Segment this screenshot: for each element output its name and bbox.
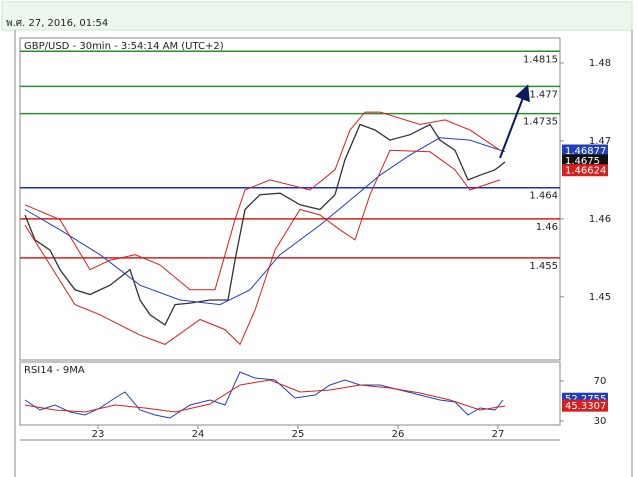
trend-arrow — [499, 84, 530, 159]
level-label: 1.4815 — [523, 54, 558, 65]
x-tick-label: 23 — [92, 429, 105, 440]
y-tick-label: 1.45 — [589, 292, 611, 303]
level-label: 1.477 — [529, 89, 558, 100]
y-tick-label: 1.48 — [589, 58, 611, 69]
chart-title: GBP/USD - 30min - 3:54:14 AM (UTC+2) — [24, 41, 224, 52]
header-bar — [1, 1, 633, 31]
price-label: 1.4675 — [565, 156, 600, 167]
level-label: 1.46 — [536, 222, 558, 233]
series-line — [24, 137, 506, 306]
y-tick-label: 70 — [594, 376, 607, 387]
x-tick-label: 24 — [192, 429, 205, 440]
x-tick-label: 26 — [392, 429, 405, 440]
level-label: 1.464 — [529, 191, 558, 202]
price-label: 45.3307 — [565, 401, 606, 412]
y-tick-label: 30 — [594, 416, 607, 427]
timestamp: พ.ศ. 27, 2016, 01:54 — [6, 18, 108, 29]
x-tick-label: 27 — [492, 429, 505, 440]
price-label-box — [562, 144, 608, 157]
level-label: 1.455 — [529, 261, 558, 272]
series-line — [24, 379, 506, 413]
level-label: 1.4735 — [523, 117, 558, 128]
price-label-box — [562, 154, 608, 167]
price-label-box — [562, 399, 608, 412]
series-line — [24, 123, 506, 326]
price-panel — [19, 37, 561, 361]
y-tick-label: 1.47 — [589, 136, 611, 147]
series-line — [24, 149, 501, 346]
y-tick-label: 1.46 — [589, 214, 611, 225]
plot: 1.48 1.47 1.46 1.45 23 24 25 26 27 1.4815 1.477 1.4… — [20, 50, 611, 440]
price-label: 1.46877 — [565, 146, 606, 157]
price-label-box — [562, 164, 608, 177]
rsi-panel — [19, 361, 561, 426]
series-line — [24, 111, 501, 291]
price-label: 1.46624 — [565, 166, 606, 177]
chart-title: RSI14 - 9MA — [24, 365, 85, 376]
x-tick-label: 25 — [292, 429, 305, 440]
